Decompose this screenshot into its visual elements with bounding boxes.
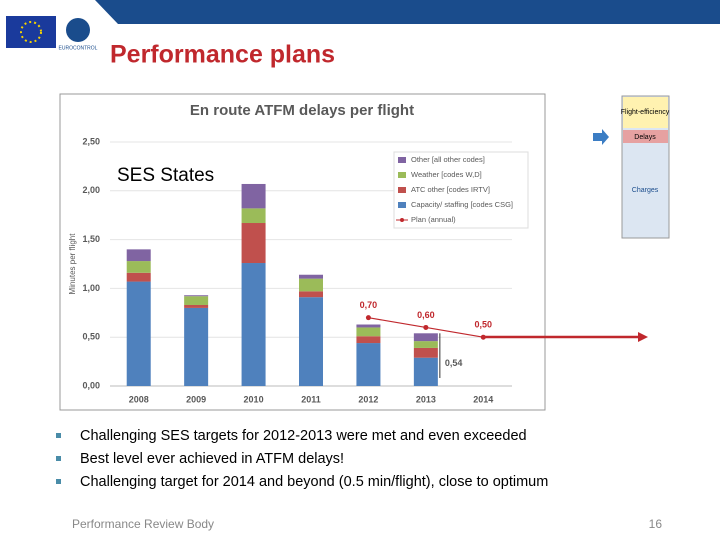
side-item: Charges (632, 187, 659, 194)
bar-segment (356, 324, 381, 328)
y-axis-label: Minutes per flight (68, 233, 77, 295)
bullet: Best level ever achieved in ATFM delays! (80, 451, 344, 467)
bar-segment (126, 249, 151, 262)
footer-text: Performance Review Body (72, 517, 214, 531)
bar-segment (413, 341, 438, 348)
chart-title: En route ATFM delays per flight (190, 102, 414, 119)
bullet: Challenging target for 2014 and beyond (… (80, 474, 548, 490)
x-tick-label: 2010 (244, 394, 264, 404)
arrow-head (638, 332, 648, 342)
plan-point (423, 324, 429, 330)
legend-label: Other [all other codes] (411, 155, 485, 164)
legend-swatch (398, 202, 406, 208)
x-tick-label: 2009 (186, 394, 206, 404)
legend-swatch (398, 172, 406, 178)
legend-box (393, 151, 529, 229)
bar-segment (241, 263, 266, 386)
bar-segment (184, 296, 209, 305)
legend-label: Weather [codes W,D] (411, 170, 482, 179)
bullet-marker (56, 479, 61, 484)
bar-segment (184, 295, 209, 297)
annotation-label: 0,54 (445, 358, 463, 368)
bar-segment (413, 347, 438, 358)
bar-segment (356, 336, 381, 344)
y-tick-label: 1,50 (82, 234, 100, 244)
y-tick-label: 2,00 (82, 185, 100, 195)
bar-segment (241, 208, 266, 224)
bar-segment (299, 278, 323, 292)
y-tick-label: 0,50 (82, 332, 100, 342)
legend-swatch (398, 187, 406, 193)
eu-flag (6, 16, 56, 48)
side-box-delays (623, 130, 668, 143)
side-box-top (623, 97, 668, 128)
x-tick-label: 2011 (301, 394, 321, 404)
bullet: Challenging SES targets for 2012-2013 we… (80, 428, 527, 444)
eu-stars (20, 21, 42, 43)
x-tick-label: 2014 (473, 394, 493, 404)
bullet-marker (56, 456, 61, 461)
header-band (95, 0, 720, 24)
side-item: Flight-efficiency (621, 109, 670, 116)
plot: 0,00 0,50 1,00 1,50 2,00 2,50 2008 2009 2010 2011… (82, 136, 529, 404)
bar-segment (413, 357, 438, 386)
bar-segment (126, 272, 151, 282)
bar-segment (356, 327, 381, 337)
legend-swatch (398, 157, 406, 163)
plan-label: 0,50 (475, 320, 493, 330)
y-tick-label: 0,00 (82, 380, 100, 390)
bar-segment (241, 223, 266, 264)
legend-label: ATC other [codes IRTV] (411, 185, 490, 194)
bar-segment (241, 183, 266, 209)
overlay-text: SES States (117, 165, 214, 186)
slide-title: Performance plans (110, 41, 335, 69)
x-tick-label: 2008 (129, 394, 149, 404)
legend-plan-point (400, 218, 404, 222)
bar-segment (126, 261, 151, 273)
plan-point (365, 315, 371, 321)
y-tick-label: 1,00 (82, 283, 100, 293)
plan-label: 0,70 (360, 300, 378, 310)
bar-segment (126, 281, 151, 386)
side-item: Delays (634, 134, 656, 141)
bar-segment (184, 304, 209, 308)
x-tick-label: 2012 (358, 394, 378, 404)
legend-label: Capacity/ staffing [codes CSG] (411, 200, 513, 209)
bar-segment (299, 297, 323, 386)
y-tick-label: 2,50 (82, 136, 100, 146)
bar-segment (356, 343, 381, 386)
plan-label: 0,60 (417, 310, 435, 320)
x-tick-label: 2013 (416, 394, 436, 404)
bullet-marker (56, 433, 61, 438)
bar-segment (413, 333, 438, 342)
logo-text: EUROCONTROL (59, 45, 98, 51)
eurocontrol-logo (66, 18, 90, 42)
page-number: 16 (649, 517, 663, 531)
bar-segment (299, 291, 323, 298)
side-arrow (593, 129, 609, 145)
bar-segment (184, 307, 209, 386)
legend-label: Plan (annual) (411, 215, 456, 224)
bar-segment (299, 274, 323, 279)
